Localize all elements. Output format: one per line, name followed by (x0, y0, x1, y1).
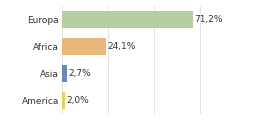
Bar (62, 65, 67, 82)
Bar (62, 92, 65, 109)
Text: 71,2%: 71,2% (195, 15, 223, 24)
Text: 24,1%: 24,1% (108, 42, 136, 51)
Bar (62, 11, 193, 28)
Text: 2,0%: 2,0% (67, 96, 90, 105)
Bar (62, 38, 106, 55)
Text: 2,7%: 2,7% (68, 69, 91, 78)
